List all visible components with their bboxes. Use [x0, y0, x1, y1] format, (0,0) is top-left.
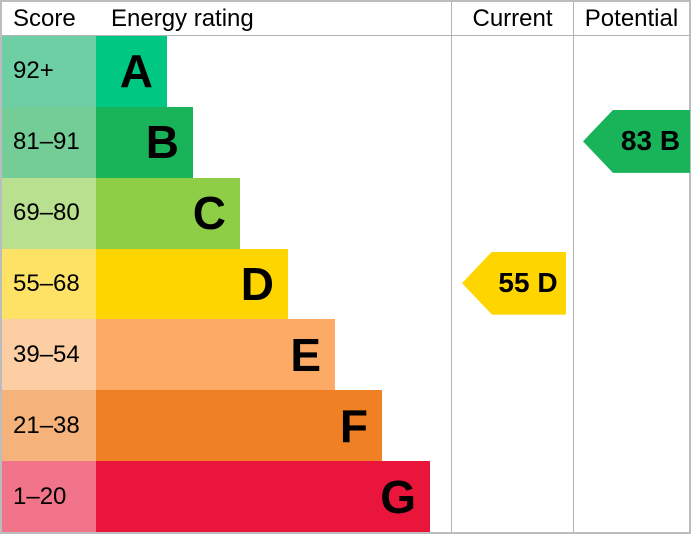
band-letter: B: [145, 116, 179, 169]
band-bar: G: [96, 461, 430, 532]
energy-rating-column-header: Energy rating: [96, 2, 451, 36]
band-bar-cell: C: [96, 177, 451, 249]
band-bar-cell: F: [96, 390, 451, 462]
potential-column-cell: [573, 319, 689, 391]
potential-column-cell: 83 B: [573, 106, 690, 178]
band-bar: C: [96, 177, 240, 249]
band-letter: D: [240, 257, 274, 310]
score-column-header: Score: [2, 2, 96, 36]
rating-arrow-label: 55 D: [498, 267, 558, 299]
current-column-cell: 55 D: [451, 248, 573, 320]
band-letter: G: [380, 470, 416, 523]
band-letter: F: [339, 399, 368, 452]
band-letter: A: [119, 45, 153, 98]
potential-column-cell: [573, 36, 689, 107]
rating-arrow-label: 83 B: [620, 125, 681, 157]
band-score-range: 1–20: [2, 461, 96, 532]
potential-column-cell: [573, 248, 689, 320]
potential-column-cell: [573, 177, 689, 249]
band-bar-cell: G: [96, 461, 451, 532]
band-bar-cell: B: [96, 106, 451, 178]
potential-rating-arrow: 83 B: [583, 109, 690, 173]
band-score-range: 39–54: [2, 319, 96, 391]
current-column-cell: [451, 390, 573, 462]
current-column-cell: [451, 461, 573, 532]
band-bar-cell: E: [96, 319, 451, 391]
band-letter: C: [192, 187, 226, 240]
band-score-range: 81–91: [2, 106, 96, 178]
potential-column-cell: [573, 461, 689, 532]
band-score-range: 69–80: [2, 177, 96, 249]
band-bar-cell: D: [96, 248, 451, 320]
band-bar: D: [96, 248, 288, 320]
band-letter: E: [290, 328, 321, 381]
potential-column-header: Potential: [573, 2, 689, 36]
current-column-cell: [451, 36, 573, 107]
band-score-range: 92+: [2, 36, 96, 107]
band-bar-cell: A: [96, 36, 451, 107]
band-score-range: 55–68: [2, 248, 96, 320]
band-bar: B: [96, 106, 193, 178]
band-bar: F: [96, 390, 382, 462]
current-rating-arrow: 55 D: [462, 251, 566, 315]
band-bar: E: [96, 319, 335, 391]
current-column-cell: [451, 319, 573, 391]
potential-column-cell: [573, 390, 689, 462]
current-column-header: Current: [451, 2, 573, 36]
band-bar: A: [96, 36, 167, 107]
current-column-cell: [451, 177, 573, 249]
current-column-cell: [451, 106, 573, 178]
band-score-range: 21–38: [2, 390, 96, 462]
